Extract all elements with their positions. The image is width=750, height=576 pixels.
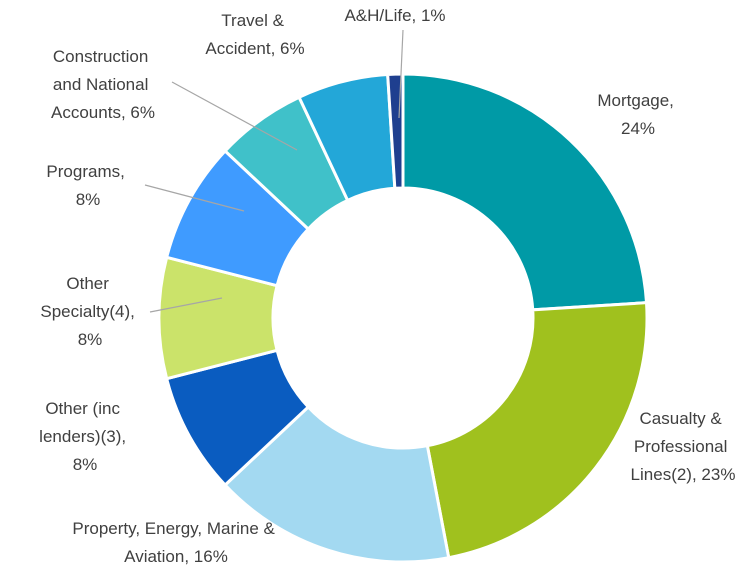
data-label-line: Professional [634,437,732,456]
leader-line [149,297,223,313]
data-label-line: Programs, [46,162,129,181]
data-label: Construction and National Accounts, 6% [51,47,155,122]
data-label-line: Lines(2), 23% [631,465,736,484]
data-label: Other (inc lenders)(3), 8% [39,399,131,474]
data-label-line: Aviation, 16% [124,547,228,566]
leader-line [144,184,245,212]
data-label-line: Travel & [221,11,288,30]
data-label-line: Accounts, 6% [51,103,155,122]
data-label: Programs, 8% [46,162,129,209]
data-label-line: 24% [621,119,655,138]
data-label: Travel & Accident, 6% [205,11,304,58]
data-label-line: 8% [78,330,103,349]
data-label-line: Other [66,274,113,293]
donut-slice [223,404,451,564]
data-label: Property, Energy, Marine & Aviation, 16% [72,519,279,566]
data-label-line: A&H/Life, 1% [344,6,445,25]
data-label: Mortgage, 24% [597,91,678,138]
donut-slice [401,72,649,312]
data-label-line: Casualty & [640,409,727,428]
data-label-line: 8% [76,190,101,209]
data-label: A&H/Life, 1% [344,6,445,25]
data-label-line: lenders)(3), [39,427,131,446]
data-label-line: and National [53,75,153,94]
data-label-line: 8% [73,455,98,474]
data-label-line: Specialty(4), [40,302,139,321]
data-label: Other Specialty(4), 8% [40,274,139,349]
data-label-line: Construction [53,47,153,66]
data-label-line: Property, Energy, Marine & [72,519,279,538]
data-label-line: Mortgage, [597,91,678,110]
leader-line [398,29,404,119]
data-label-line: Accident, 6% [205,39,304,58]
data-label-line: Other (inc [45,399,124,418]
donut-slice [425,301,649,560]
data-label: Casualty & Professional Lines(2), 23% [631,409,736,484]
leader-line [171,81,298,151]
